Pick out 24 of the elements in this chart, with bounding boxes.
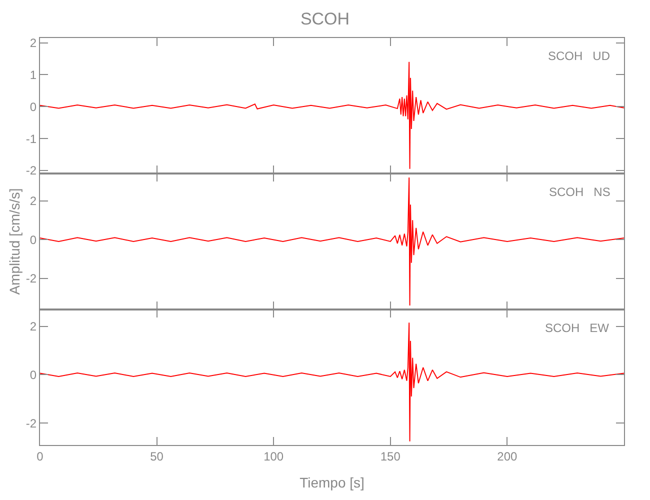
y-axis-title: Amplitud [cm/s/s] xyxy=(6,188,23,295)
y-tick-label: 2 xyxy=(30,36,37,50)
x-tick-label: 150 xyxy=(380,449,401,464)
y-tick-label: 2 xyxy=(30,319,37,334)
x-tick-label: 200 xyxy=(497,449,518,464)
y-tick-label: -2 xyxy=(26,164,37,178)
y-tick-label: 2 xyxy=(30,194,37,208)
y-tick-label: -2 xyxy=(26,272,37,286)
x-tick-label: 50 xyxy=(150,449,164,464)
annotation: SCOH UD xyxy=(548,49,610,63)
line-series xyxy=(40,61,624,170)
x-axis-title: Tiempo [s] xyxy=(300,474,364,491)
x-tick-label: 100 xyxy=(264,449,284,464)
annotation: SCOH NS xyxy=(549,185,610,199)
annotation: SCOH EW xyxy=(545,321,610,335)
y-tick-label: 0 xyxy=(30,232,37,247)
y-tick-label: 0 xyxy=(30,368,37,382)
y-tick-label: -2 xyxy=(26,416,37,430)
y-tick-label: -1 xyxy=(26,132,37,146)
line-series xyxy=(40,322,624,442)
y-tick-label: 0 xyxy=(30,100,37,114)
chart-title: SCOH xyxy=(300,9,350,28)
line-series xyxy=(40,177,624,306)
y-tick-label: 1 xyxy=(30,68,37,82)
